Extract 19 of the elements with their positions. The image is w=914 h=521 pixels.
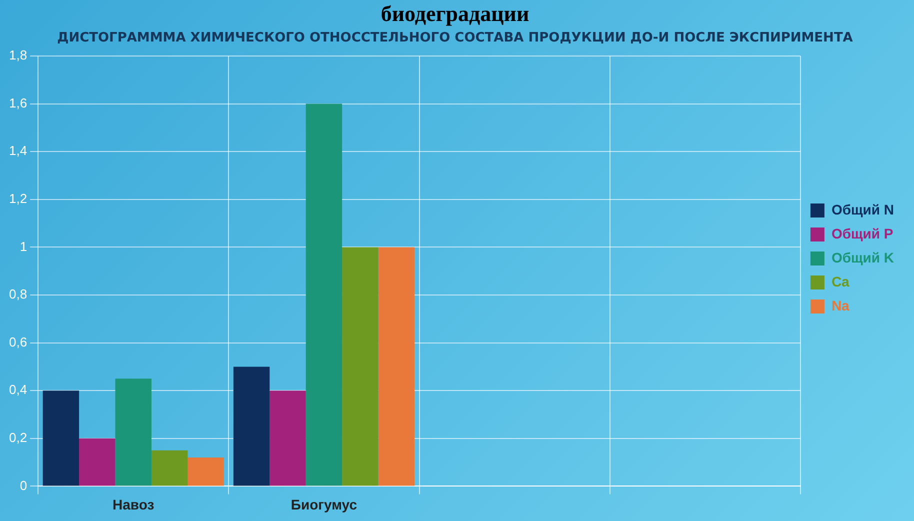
y-tick-label: 1,2: [8, 190, 28, 206]
y-tick-label: 0,8: [8, 286, 28, 302]
y-tick-label: 1: [20, 238, 28, 254]
y-tick-label: 0,2: [8, 430, 28, 445]
legend-label: Общий P: [831, 225, 894, 242]
x-tick-label: Биогумус: [290, 496, 358, 512]
chart-subtitle: ДИСТОГРАММMA ХИМИЧЕСКОГО ОТНОССТЕЛЬНОГО СОСТАВА ПРОДУКЦИИ ДО-И ПОСЛЕ ЭКСПИРИМЕНТА: [57, 30, 853, 46]
y-tick-label: 1,6: [8, 95, 28, 110]
y-tick-label: 0,6: [8, 334, 28, 350]
y-tick-label: 1,8: [8, 48, 28, 63]
y-tick-label: 1,4: [8, 143, 28, 158]
legend-label: Ca: [831, 273, 850, 290]
legend-label: Общий N: [831, 201, 894, 218]
x-tick-label: Навоз: [112, 496, 154, 512]
legend-label: Общий K: [831, 249, 894, 266]
y-tick-label: 0,4: [8, 382, 28, 398]
y-tick-label: 0: [20, 478, 28, 493]
legend-label: Na: [831, 297, 850, 314]
chart-title: биодеградации: [380, 0, 530, 26]
